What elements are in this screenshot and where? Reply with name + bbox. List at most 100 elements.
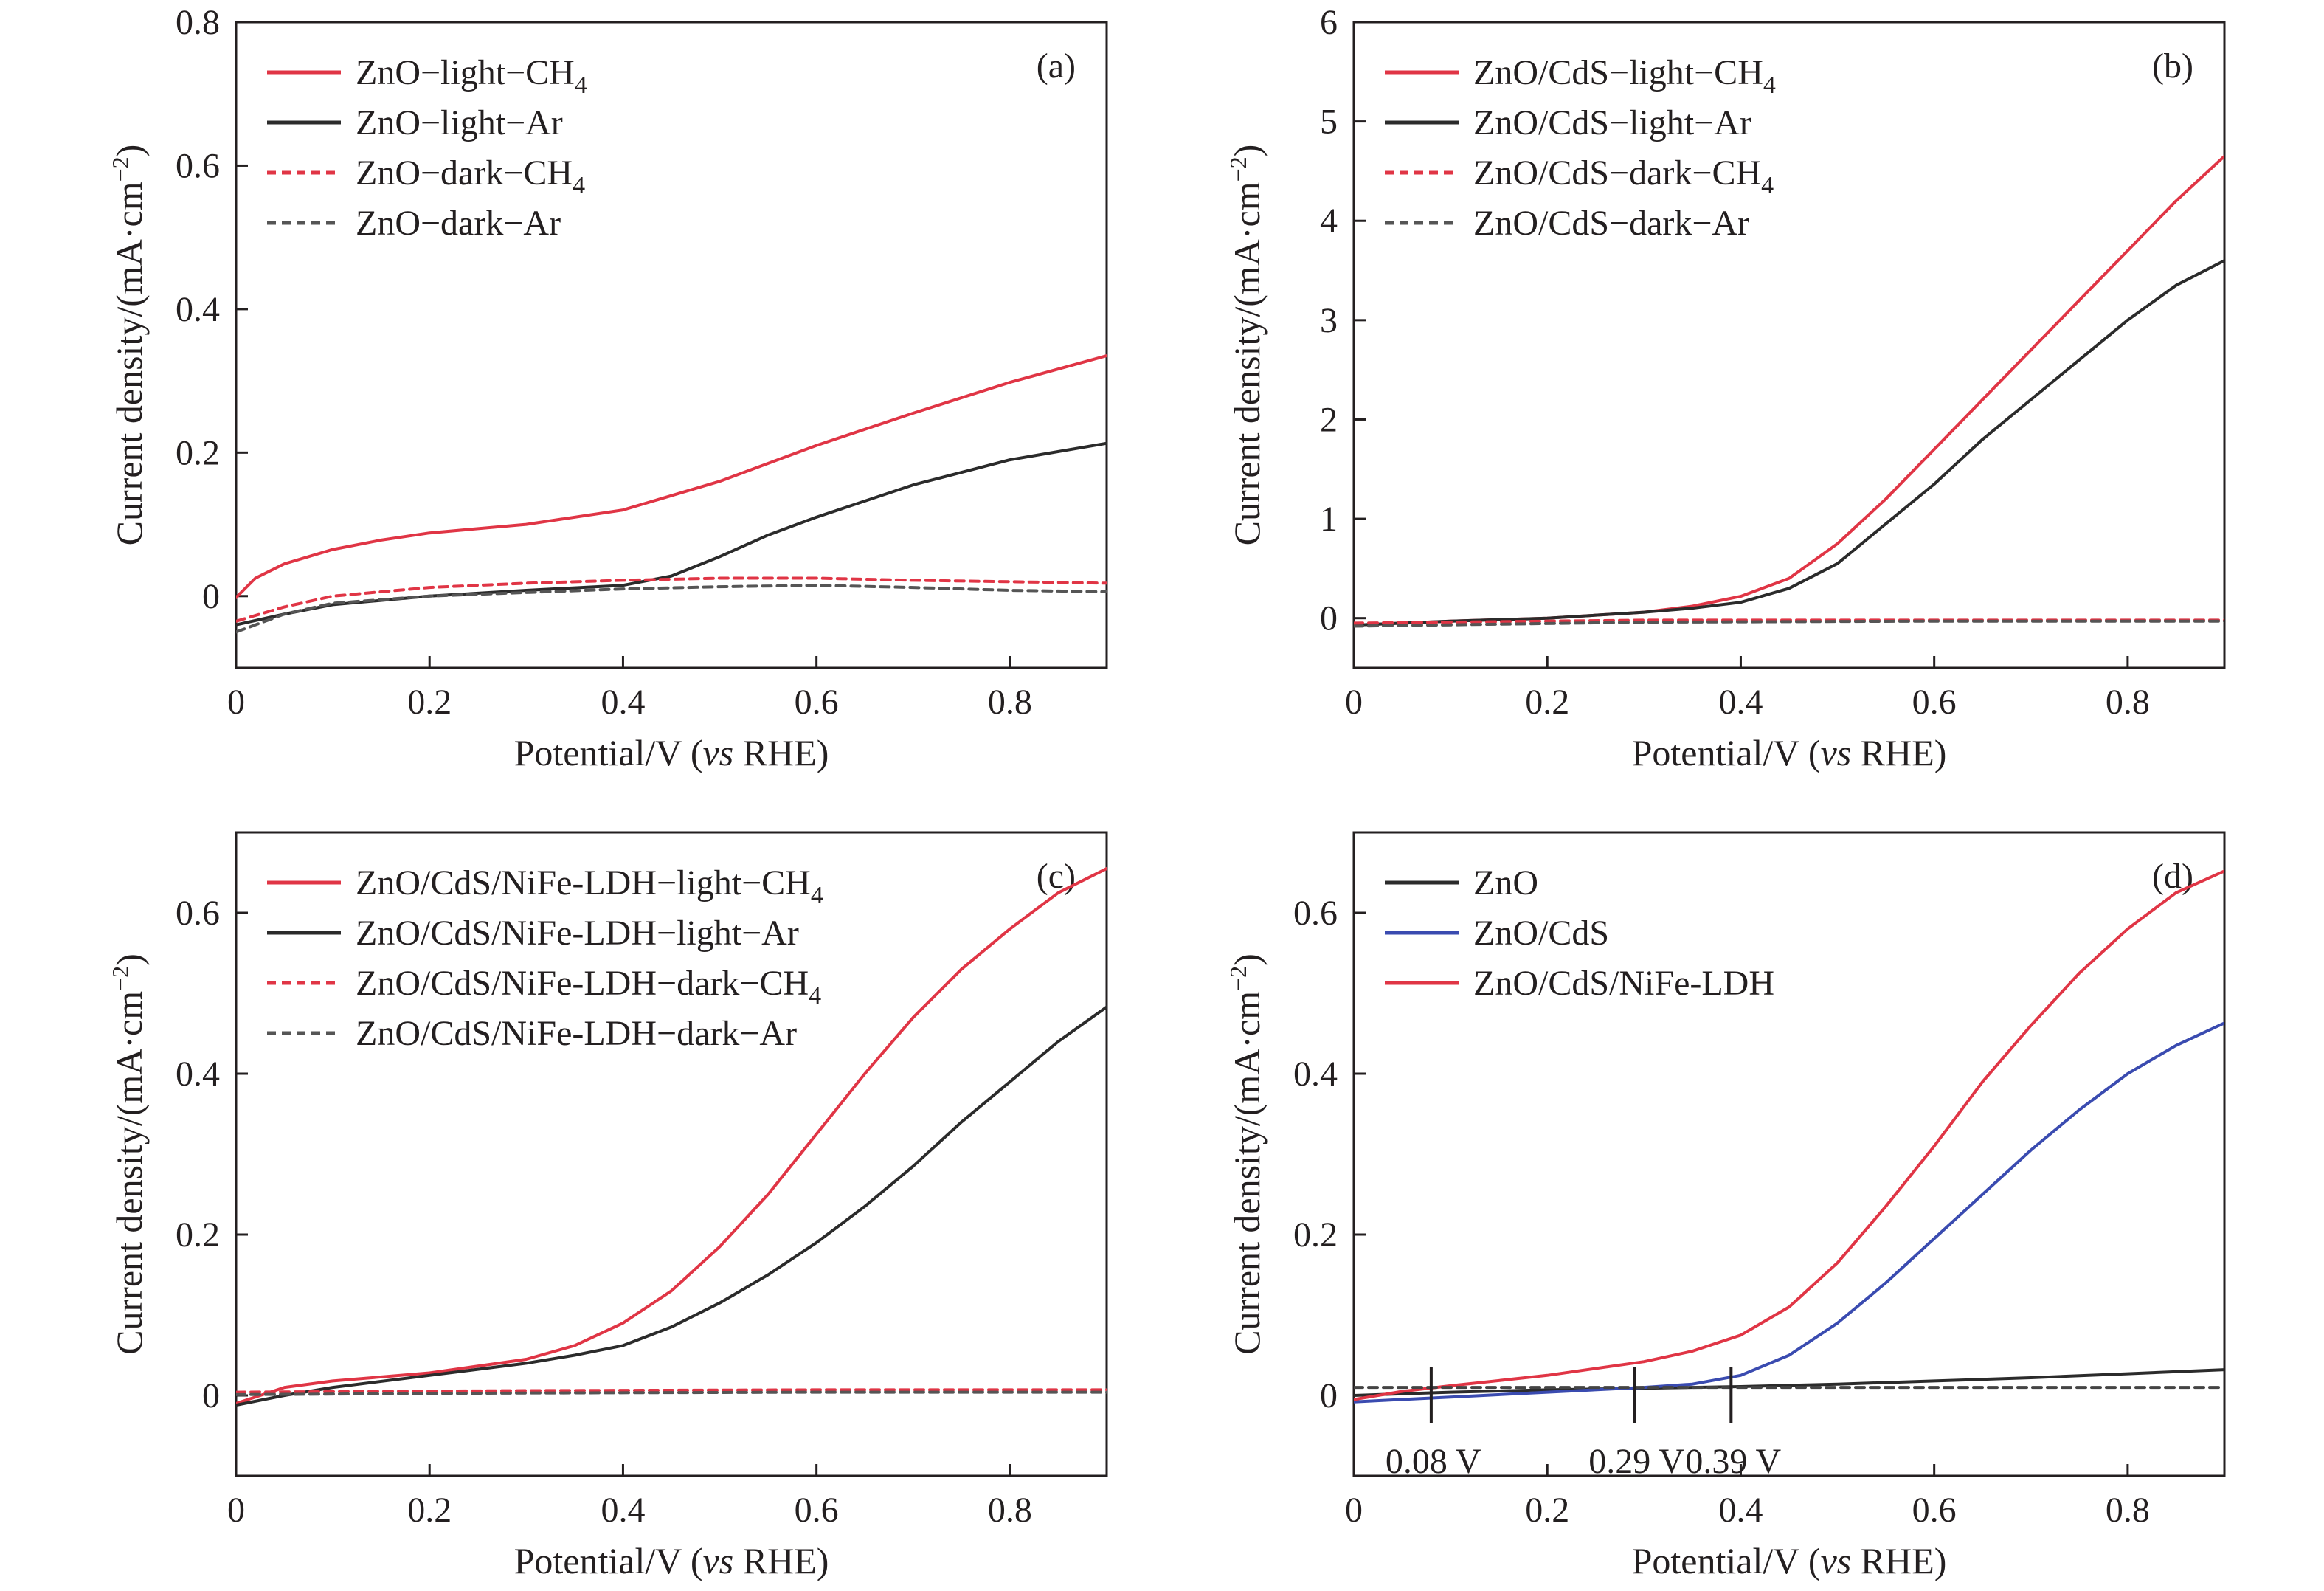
y-tick-label: 0.4 (1293, 1055, 1338, 1094)
series-group (1354, 154, 2224, 628)
legend-label-subscript: 4 (811, 882, 823, 909)
plot-frame (235, 21, 1108, 669)
legend-label-text: ZnO/CdS/NiFe-LDH (1473, 964, 1774, 1003)
series-line-3 (1354, 869, 2224, 1401)
y-axis-label: Current density/(mA·cm−2) (1225, 953, 1268, 1355)
x-tick-label: 0.8 (988, 1491, 1032, 1530)
x-tick-label: 0.4 (1718, 1491, 1763, 1530)
x-axis-label: Potential/V (vs RHE) (1632, 732, 1947, 773)
y-tick-label: 0.4 (176, 290, 220, 329)
y-tick-label: 0 (1320, 1376, 1338, 1415)
panel-tag: (a) (1037, 46, 1076, 86)
y-tick-label: 4 (1320, 201, 1338, 241)
panel-tag: (b) (2152, 46, 2193, 86)
legend-label-text: ZnO/CdS−dark−Ar (1473, 204, 1749, 243)
x-axis-label: Potential/V (vs RHE) (514, 1540, 829, 1581)
y-tick-label: 1 (1320, 500, 1338, 539)
legend-label-subscript: 4 (573, 172, 585, 199)
legend-label-text: ZnO (1473, 863, 1538, 903)
y-tick-label: 0.6 (1293, 894, 1338, 933)
y-tick-label: 0.2 (176, 433, 220, 472)
plot-frame (1352, 831, 2226, 1477)
series-line-3 (236, 576, 1107, 623)
x-axis-label-part: Potential/V ( (1632, 1540, 1821, 1581)
series-line-4 (236, 584, 1107, 634)
plot-frame (1352, 21, 2226, 669)
y-tick-label: 0.6 (176, 894, 220, 933)
series-line-2 (1354, 259, 2224, 627)
x-axis-label: Potential/V (vs RHE) (1632, 1540, 1947, 1581)
x-tick-label: 0.8 (2106, 1491, 2150, 1530)
y-axis-label: Current density/(mA·cm−2) (107, 953, 150, 1355)
y-tick-label: 0.4 (176, 1055, 220, 1094)
legend-label-text: ZnO/CdS/NiFe-LDH−light−Ar (356, 914, 799, 953)
y-axis-label-superscript: −2 (107, 966, 134, 991)
y-axis-label-superscript: −2 (1225, 156, 1251, 182)
x-axis-label-part: RHE) (733, 1540, 829, 1581)
series-line-4 (1354, 619, 2224, 628)
series-line-3 (236, 1388, 1107, 1394)
legend-label: ZnO−light−CH4 (356, 53, 587, 99)
legend-label-text: ZnO/CdS/NiFe-LDH−light−CH (356, 863, 811, 903)
legend-label-text: ZnO/CdS−dark−CH (1473, 153, 1761, 193)
legend-label: ZnO/CdS/NiFe-LDH−light−Ar (356, 914, 799, 953)
x-tick-label: 0.6 (795, 683, 839, 722)
panel-tag: (c) (1037, 857, 1076, 896)
legend-label: ZnO/CdS−dark−Ar (1473, 204, 1749, 243)
y-tick-label: 2 (1320, 400, 1338, 439)
legend-label: ZnO/CdS/NiFe-LDH (1473, 964, 1774, 1003)
y-tick-label: 0.2 (1293, 1215, 1338, 1254)
y-axis-label-part: ) (108, 145, 150, 157)
x-tick-label: 0.4 (601, 683, 645, 722)
series-group (236, 867, 1107, 1407)
legend-label-subscript: 4 (809, 982, 821, 1010)
x-axis-label-italic: vs (1821, 732, 1852, 773)
x-axis-label-part: Potential/V ( (1632, 732, 1821, 773)
series-line-2 (236, 1005, 1107, 1407)
x-tick-label: 0.6 (1912, 1491, 1957, 1530)
chart-panel-1: 0 0.2 0.4 0.6 0.8 0 0.2 0.4 0.6 0.8 Potential/V (v… (107, 3, 1108, 773)
y-axis-label-part: Current density/(mA·cm (108, 182, 150, 545)
y-tick-label: 3 (1320, 301, 1338, 340)
x-tick-label: 0.2 (407, 683, 452, 722)
y-tick-label: 0.2 (176, 1215, 220, 1254)
legend-label: ZnO−light−Ar (356, 103, 563, 142)
legend-label-subscript: 4 (1761, 172, 1774, 199)
y-axis-label: Current density/(mA·cm−2) (1225, 145, 1268, 546)
series-line-2 (236, 441, 1107, 627)
legend-label: ZnO/CdS−light−Ar (1473, 103, 1751, 142)
x-axis-label-part: RHE) (1851, 1540, 1946, 1581)
x-tick-label: 0.8 (988, 683, 1032, 722)
x-tick-label: 0 (1345, 683, 1363, 722)
legend-label-subscript: 4 (1763, 72, 1776, 99)
x-axis-label-part: Potential/V ( (514, 1540, 703, 1581)
legend-label-text: ZnO−dark−CH (356, 153, 573, 193)
x-tick-label: 0.6 (795, 1491, 839, 1530)
panel-tag: (d) (2152, 857, 2193, 896)
x-tick-label: 0.6 (1912, 683, 1957, 722)
x-tick-label: 0.2 (1525, 1491, 1569, 1530)
legend-label-text: ZnO−dark−Ar (356, 204, 561, 243)
y-axis-label-part: ) (108, 953, 150, 966)
x-axis-label-italic: vs (703, 1540, 734, 1581)
chart-panel-3: 0 0.2 0.4 0.6 0.8 0 0.2 0.4 0.6 Potential/V (vs R… (107, 831, 1108, 1581)
legend-label: ZnO (1473, 863, 1538, 903)
y-axis-label-superscript: −2 (107, 156, 134, 182)
y-axis-label-part: ) (1226, 953, 1268, 966)
x-axis-label-italic: vs (703, 732, 734, 773)
y-axis-label-part: Current density/(mA·cm (1226, 991, 1268, 1355)
legend-label-text: ZnO/CdS−light−Ar (1473, 103, 1751, 142)
y-tick-label: 0 (202, 1376, 220, 1415)
series-line-2 (1354, 1021, 2224, 1404)
y-axis-label-superscript: −2 (1225, 966, 1251, 991)
legend-label: ZnO/CdS (1473, 914, 1609, 953)
y-tick-label: 0.8 (176, 3, 220, 42)
legend-label-subscript: 4 (575, 72, 587, 99)
x-tick-label: 0 (227, 1491, 245, 1530)
legend-label-text: ZnO/CdS (1473, 914, 1609, 953)
y-tick-label: 6 (1320, 3, 1338, 42)
plot-frame (235, 831, 1108, 1477)
y-tick-label: 0 (202, 577, 220, 616)
x-tick-label: 0.4 (601, 1491, 645, 1530)
